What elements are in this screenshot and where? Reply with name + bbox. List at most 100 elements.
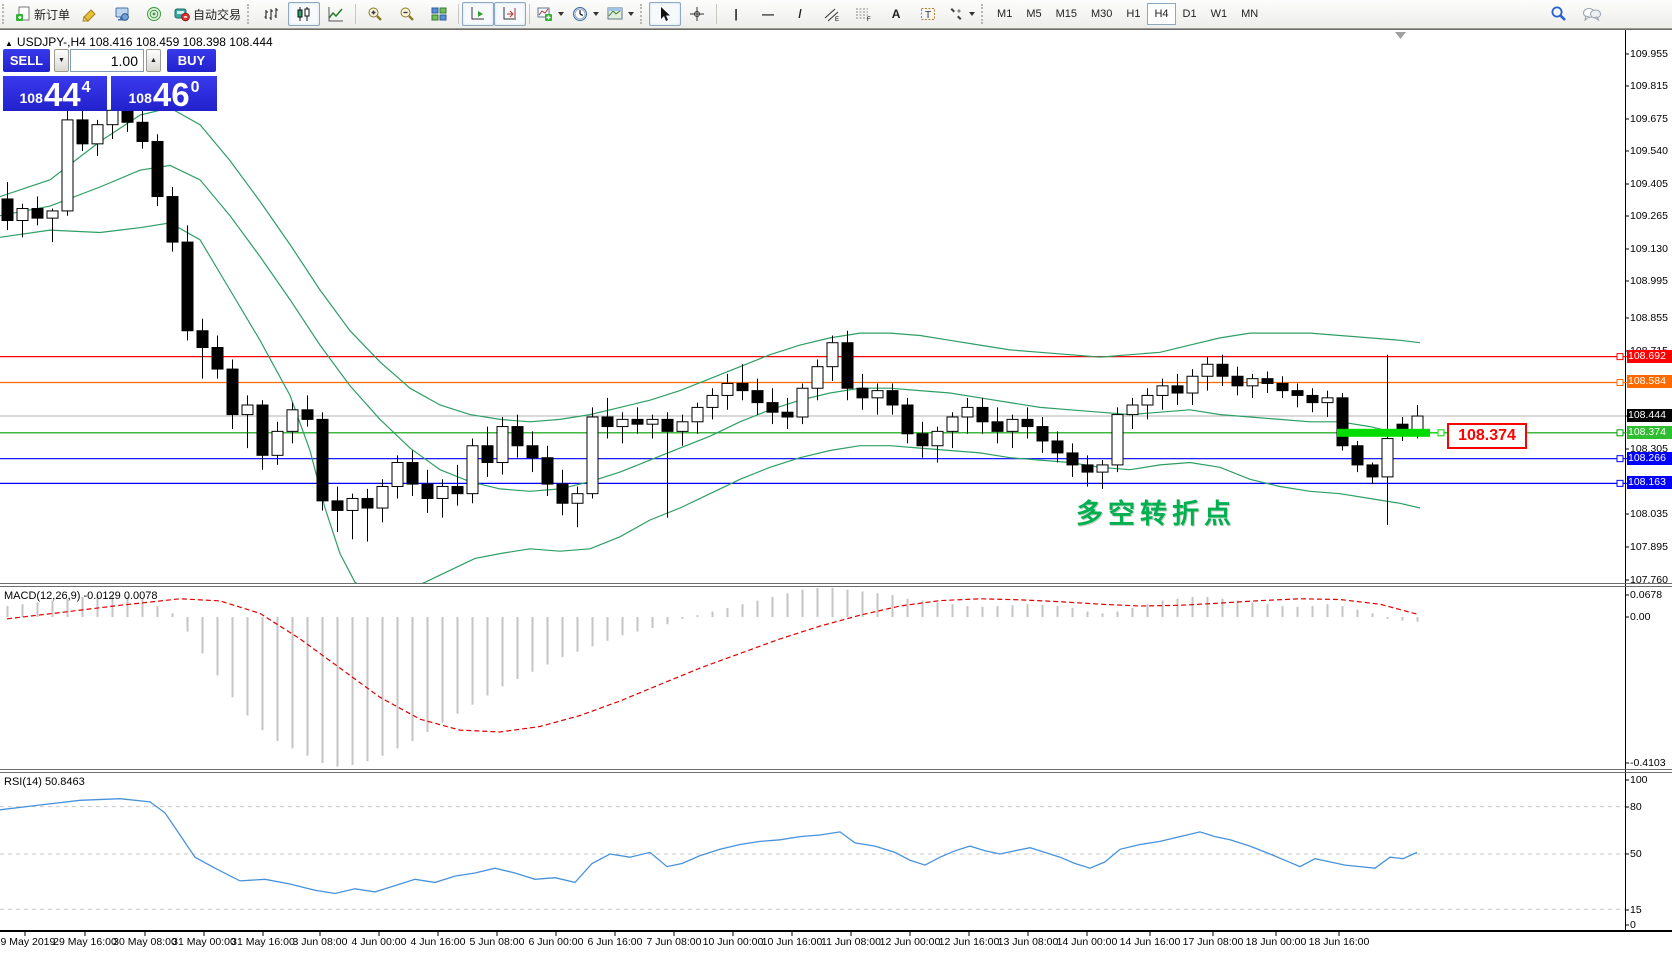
period-button-W1[interactable]: W1 <box>1210 8 1228 20</box>
vertical-line-button[interactable]: | <box>734 7 738 21</box>
chart-canvas[interactable] <box>0 28 1672 953</box>
templates-button[interactable] <box>603 2 638 26</box>
zoom-out-icon <box>400 7 414 21</box>
new-order-label: 新订单 <box>34 7 71 22</box>
crosshair-button[interactable] <box>681 2 713 26</box>
strategy-tester-icon <box>147 7 162 21</box>
channel-icon: E <box>824 8 839 22</box>
sell-price-pip: 4 <box>81 79 91 96</box>
svg-text:E: E <box>835 17 839 22</box>
new-order-button[interactable]: 新订单 <box>11 2 74 26</box>
svg-text:T: T <box>925 10 931 21</box>
autotrading-button[interactable]: 自动交易 <box>170 2 245 26</box>
volume-input[interactable] <box>70 49 144 72</box>
chart-window[interactable]: ▲ USDJPY-,H4 108.416 108.459 108.398 108.… <box>0 28 1672 953</box>
search-icon[interactable] <box>1550 5 1568 23</box>
indicators-button[interactable] <box>533 2 568 26</box>
templates-icon <box>607 7 623 20</box>
text-label-icon: T <box>921 8 936 21</box>
one-click-trading-panel: SELL ▼ ▲ BUY 108 44 4 108 46 0 <box>2 49 217 111</box>
clock-icon <box>573 7 588 21</box>
candlestick-chart-button[interactable] <box>288 2 321 26</box>
period-toolbar: M1 M5 M15 M30 H1 H4 D1 W1 MN <box>990 3 1265 25</box>
crosshair-icon <box>690 7 705 21</box>
text-icon: A <box>891 7 901 21</box>
volume-increase-button[interactable]: ▲ <box>146 49 161 72</box>
arrows-button[interactable] <box>944 2 979 26</box>
svg-text:F: F <box>867 17 871 22</box>
toolbar-drag-handle[interactable] <box>247 4 254 24</box>
tile-windows-button[interactable] <box>423 2 455 26</box>
buy-price-pip: 0 <box>190 79 200 96</box>
bar-chart-icon <box>264 8 279 20</box>
horizontal-line-button[interactable]: — <box>762 7 775 21</box>
period-button-MN[interactable]: MN <box>1241 8 1259 20</box>
price-callout-box[interactable]: 108.374 <box>1447 423 1527 449</box>
triangle-down-icon: ▼ <box>58 57 65 64</box>
buy-price-major: 108 <box>128 90 152 106</box>
strategy-tester-button[interactable] <box>138 2 170 26</box>
period-button-M30[interactable]: M30 <box>1091 8 1113 20</box>
auto-scroll-button[interactable] <box>462 2 495 26</box>
fibonacci-icon: F <box>856 8 871 22</box>
period-button-H1[interactable]: H1 <box>1126 8 1141 20</box>
cursor-icon <box>661 7 671 21</box>
line-chart-button[interactable] <box>320 2 352 26</box>
period-button-H4[interactable]: H4 <box>1147 3 1176 25</box>
fibonacci-button[interactable]: F <box>848 2 880 26</box>
triangle-up-icon: ▲ <box>150 57 157 64</box>
autotrading-label: 自动交易 <box>193 7 242 22</box>
terminal-button[interactable] <box>106 2 138 26</box>
toolbar-drag-handle[interactable] <box>981 4 988 24</box>
chat-icon[interactable] <box>1582 6 1602 22</box>
chart-title: ▲ USDJPY-,H4 108.416 108.459 108.398 108.… <box>5 35 273 49</box>
toolbar-drag-handle[interactable] <box>640 4 647 24</box>
metaeditor-icon <box>82 9 96 22</box>
tile-windows-icon <box>431 7 447 21</box>
symbol-ohlc-text: USDJPY-,H4 108.416 108.459 108.398 108.4… <box>16 35 273 49</box>
buy-price-big: 46 <box>152 76 190 113</box>
templates-dropdown-arrow <box>628 12 635 16</box>
buy-price-display[interactable]: 108 46 0 <box>111 76 217 111</box>
zoom-in-icon <box>368 7 382 21</box>
period-button-M5[interactable]: M5 <box>1026 8 1042 20</box>
collapse-arrow-icon[interactable]: ▲ <box>5 39 13 48</box>
trendline-button[interactable]: / <box>798 7 802 21</box>
macd-indicator-label: MACD(12,26,9) -0.0129 0.0078 <box>4 590 158 602</box>
line-chart-icon <box>328 7 344 22</box>
text-label-button[interactable]: T <box>912 2 944 26</box>
indicators-dropdown-arrow <box>558 12 565 16</box>
zoom-in-button[interactable] <box>359 2 391 26</box>
bar-chart-button[interactable] <box>256 2 288 26</box>
new-order-icon <box>16 6 30 21</box>
chart-shift-button[interactable] <box>494 2 527 26</box>
period-button-M1[interactable]: M1 <box>997 8 1013 20</box>
main-toolbar: 新订单 自动交易 <box>0 0 1672 29</box>
autotrading-icon <box>174 8 190 22</box>
period-button-M15[interactable]: M15 <box>1055 8 1077 20</box>
toolbar-drag-handle[interactable] <box>2 4 9 24</box>
sell-price-display[interactable]: 108 44 4 <box>3 76 107 111</box>
periods-button[interactable] <box>568 2 603 26</box>
volume-decrease-button[interactable]: ▼ <box>54 49 69 72</box>
text-button[interactable]: A <box>880 2 912 26</box>
rsi-indicator-label: RSI(14) 50.8463 <box>4 776 85 788</box>
zoom-out-button[interactable] <box>391 2 423 26</box>
arrows-icon <box>950 8 962 20</box>
chart-annotation-text[interactable]: 多空转折点 <box>1076 499 1236 529</box>
sell-button[interactable]: SELL <box>3 49 50 72</box>
arrows-dropdown-arrow <box>969 12 976 16</box>
indicators-icon <box>537 7 553 21</box>
sell-price-big: 44 <box>43 76 81 113</box>
candlestick-chart-icon <box>297 7 310 21</box>
metaeditor-button[interactable] <box>74 2 106 26</box>
cursor-button[interactable] <box>649 2 682 26</box>
equidistant-channel-button[interactable]: E <box>816 2 848 26</box>
sell-price-major: 108 <box>19 90 43 106</box>
period-button-D1[interactable]: D1 <box>1182 8 1197 20</box>
chart-shift-icon <box>503 7 517 20</box>
terminal-icon <box>115 7 129 21</box>
buy-button[interactable]: BUY <box>167 49 216 72</box>
auto-scroll-icon <box>471 7 485 20</box>
periods-dropdown-arrow <box>593 12 600 16</box>
